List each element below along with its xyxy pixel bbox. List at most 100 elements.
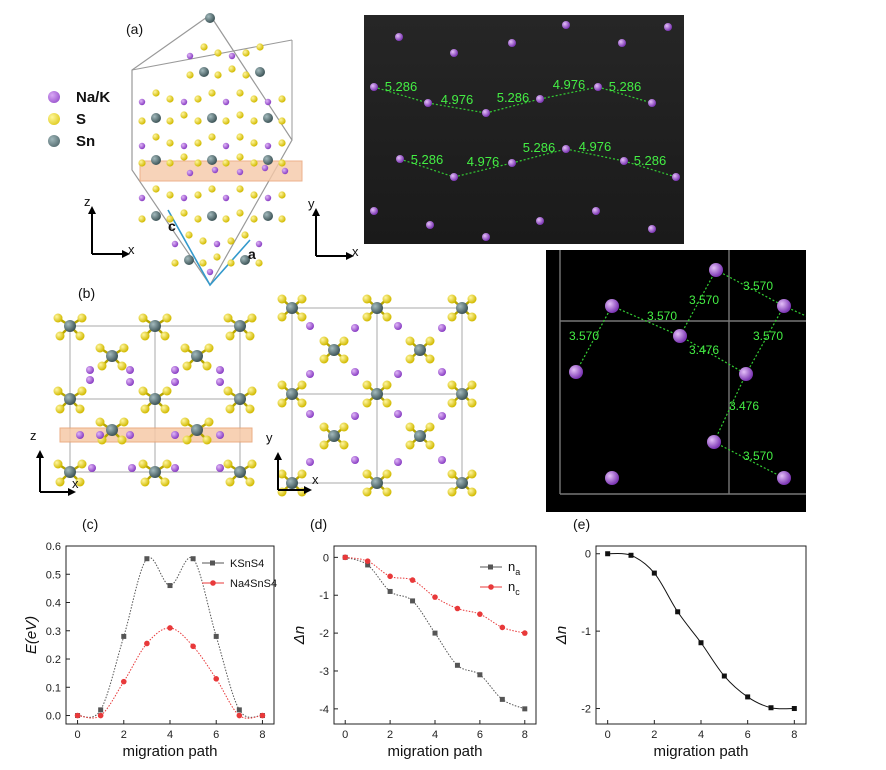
s-atom — [362, 294, 372, 304]
distance-label: 4.976 — [553, 77, 586, 92]
data-point — [698, 640, 704, 646]
data-point — [791, 706, 797, 712]
s-atom — [77, 313, 87, 323]
na-k-atom — [351, 412, 359, 420]
series-line — [77, 627, 263, 719]
s-atom — [277, 380, 287, 390]
s-atom — [447, 469, 457, 479]
sn-atom — [234, 466, 246, 478]
s-atom — [194, 117, 202, 125]
data-point — [605, 551, 611, 557]
x-tick-label: 0 — [342, 729, 348, 741]
migration-bond — [715, 269, 785, 307]
s-atom — [95, 417, 105, 427]
s-atom — [242, 49, 250, 57]
s-atom — [242, 71, 250, 79]
data-point — [721, 673, 727, 679]
distance-label: 3.570 — [569, 329, 599, 343]
data-point — [499, 624, 506, 631]
s-atom — [467, 312, 477, 322]
na-k-atom — [216, 431, 224, 439]
x-tick-label: 0 — [74, 729, 80, 741]
distance-label: 3.476 — [689, 343, 719, 357]
migration-bond — [679, 269, 717, 337]
s-atom — [160, 331, 170, 341]
chart-c: 0 2 4 6 8 0.0 0.1 0.2 0.3 0.4 0.5 0.6 migration path… — [23, 541, 277, 760]
panel-label-b: (b) — [78, 285, 96, 301]
data-point — [387, 573, 393, 580]
sn-atom — [149, 320, 161, 332]
s-atom — [319, 336, 329, 346]
s-atom — [204, 417, 214, 427]
data-point — [236, 707, 242, 713]
s-atom — [405, 440, 415, 450]
legend-item-na-k: Na/K — [48, 86, 110, 108]
s-atom — [297, 469, 307, 479]
s-atom — [277, 469, 287, 479]
s-atom — [75, 477, 85, 487]
x-tick-label: 6 — [477, 729, 483, 741]
charts-area: 0 2 4 6 8 0.0 0.1 0.2 0.3 0.4 0.5 0.6 migration path… — [23, 541, 807, 760]
s-atom — [208, 185, 216, 193]
s-atom — [245, 404, 255, 414]
y-tick-label: -1 — [581, 626, 591, 638]
legend-label: KSnS4 — [230, 558, 264, 570]
na-k-atom — [171, 464, 179, 472]
crystal-structure-b-left — [53, 313, 257, 487]
s-atom — [382, 380, 392, 390]
na-k-atom — [171, 366, 179, 374]
migration-path-b: 3.570 3.570 3.476 3.570 3.570 3.570 3.476 3.570 — [546, 250, 806, 512]
legend-marker — [210, 580, 216, 586]
na-k-atom — [351, 456, 359, 464]
distance-label: 5.286 — [634, 153, 667, 168]
sn-atom — [371, 302, 383, 314]
legend-label-na-k: Na/K — [76, 88, 111, 106]
na-k-atom — [394, 322, 402, 330]
na-k-atom — [216, 378, 224, 386]
s-atom — [117, 361, 127, 371]
y-tick-label: 0.3 — [46, 626, 61, 638]
distance-label: 4.976 — [441, 92, 474, 107]
panel-label-d: (d) — [310, 516, 328, 532]
na-k-atom — [424, 99, 432, 107]
axis-label-b-left-right: x — [72, 476, 79, 491]
s-atom — [208, 133, 216, 141]
s-atom — [277, 398, 287, 408]
s-atom — [382, 294, 392, 304]
na-k-atom — [306, 458, 314, 466]
s-atom — [152, 185, 160, 193]
s-atom — [227, 237, 235, 245]
na-k-atom — [138, 194, 146, 202]
sn-atom — [286, 477, 298, 489]
sn-atom — [234, 320, 246, 332]
s-atom — [382, 487, 392, 497]
x-axis-label: migration path — [122, 743, 217, 760]
sn-atom — [149, 466, 161, 478]
data-point — [144, 556, 150, 562]
data-point — [121, 633, 127, 639]
migration-bond — [679, 335, 747, 375]
x-tick-label: 2 — [387, 729, 393, 741]
s-atom — [119, 417, 129, 427]
na-k-atom — [450, 173, 458, 181]
na-k-atom — [255, 240, 263, 248]
s-atom — [180, 343, 190, 353]
sn-atom — [456, 388, 468, 400]
na-k-atom — [605, 299, 619, 313]
y-tick-label: 0 — [585, 549, 591, 561]
data-point — [167, 625, 173, 631]
s-atom — [250, 117, 258, 125]
na-k-atom — [86, 376, 94, 384]
axis-label-a-right-right: x — [352, 244, 359, 259]
na-k-atom — [562, 21, 570, 29]
s-atom — [362, 312, 372, 322]
na-k-atom — [672, 173, 680, 181]
s-atom — [319, 422, 329, 432]
sn-atom — [191, 350, 203, 362]
axis-triad-a-right — [312, 208, 354, 260]
na-k-atom — [536, 95, 544, 103]
na-k-atom — [395, 33, 403, 41]
na-k-atom — [126, 378, 134, 386]
migration-bond — [575, 305, 613, 373]
sn-atom — [64, 466, 76, 478]
